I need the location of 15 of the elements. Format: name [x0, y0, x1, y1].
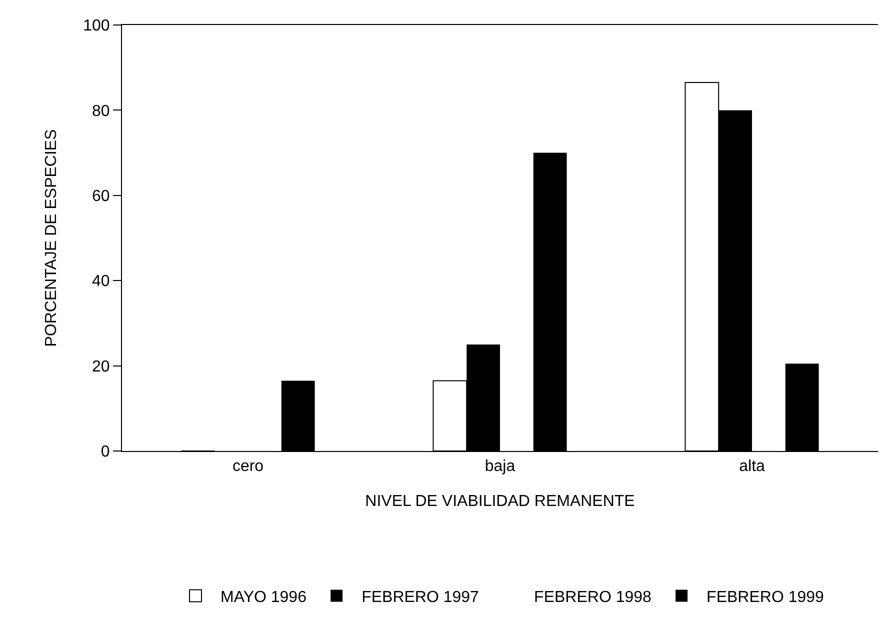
- y-tick-label: 60: [92, 188, 110, 205]
- text: FEBRERO 1998: [534, 588, 652, 606]
- y-tick-label: 20: [92, 358, 110, 376]
- x-tick-label: alta: [739, 458, 765, 476]
- y-tick-label: 0: [100, 444, 110, 461]
- y-tick-label: 100: [83, 18, 110, 35]
- y-axis-title: PORCENTAJE DE ESPECIES: [42, 129, 60, 347]
- legend-label: FEBRERO 1999: [706, 588, 824, 606]
- legend-label: FEBRERO 1997: [362, 588, 480, 606]
- y-tick-label: 40: [92, 273, 110, 290]
- y-tick-label: 80: [92, 102, 110, 120]
- x-axis-title: NIVEL DE VIABILIDAD REMANENTE: [365, 492, 635, 510]
- x-tick-label: cero: [232, 458, 264, 476]
- x-tick-label: baja: [484, 458, 516, 476]
- legend-label: MAYO 1996: [220, 588, 307, 606]
